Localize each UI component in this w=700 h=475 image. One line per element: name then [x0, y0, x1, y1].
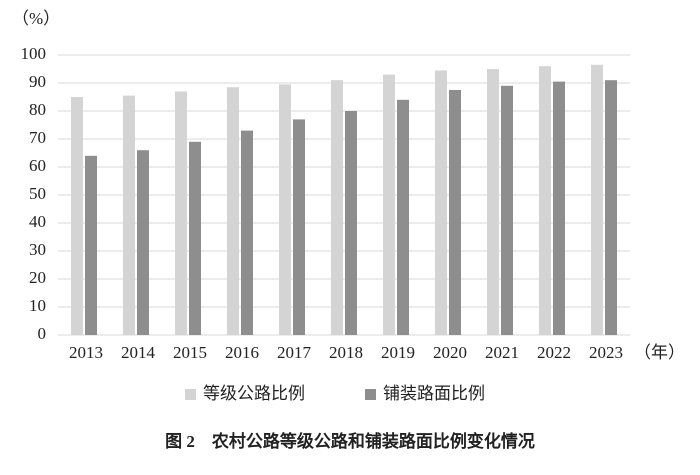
bar [137, 150, 149, 335]
bar [397, 99, 409, 335]
bar [383, 74, 395, 335]
y-tick-label: 20 [29, 268, 46, 287]
bar [227, 87, 239, 335]
y-tick-label: 80 [29, 100, 46, 119]
y-tick-label: 70 [29, 128, 46, 147]
bar [553, 81, 565, 335]
x-tick-label: 2019 [381, 343, 415, 362]
y-tick-label: 50 [29, 184, 46, 203]
bar [345, 111, 357, 335]
y-tick-label: 100 [21, 44, 47, 63]
x-tick-label: 2017 [277, 343, 312, 362]
bar [279, 84, 291, 336]
y-tick-label: 90 [29, 72, 46, 91]
x-tick-label: 2018 [329, 343, 363, 362]
y-tick-label: 40 [29, 212, 46, 231]
legend-swatch [365, 389, 376, 400]
bar [175, 91, 187, 336]
bar [189, 141, 201, 335]
x-tick-label: 2015 [173, 343, 207, 362]
bar [539, 66, 551, 335]
legend-label: 铺装路面比例 [383, 384, 485, 403]
x-tick-label: 2014 [121, 343, 156, 362]
x-tick-label: 2021 [485, 343, 519, 362]
x-tick-label: 2013 [69, 343, 103, 362]
chart-title: 图 2 农村公路等级公路和铺装路面比例变化情况 [165, 431, 535, 451]
y-tick-label: 60 [29, 156, 46, 175]
y-tick-label: 30 [29, 240, 46, 259]
bar [501, 85, 513, 335]
y-axis-label: （%） [12, 9, 60, 28]
bar [123, 95, 135, 335]
bar [241, 130, 253, 335]
bar [435, 70, 447, 336]
x-tick-label: 2023 [589, 343, 623, 362]
legend-label: 等级公路比例 [203, 384, 305, 403]
bar [331, 80, 343, 335]
bar [293, 119, 305, 336]
bar [605, 80, 617, 335]
x-axis-label: （年） [634, 343, 685, 362]
bar [85, 155, 97, 335]
x-tick-label: 2022 [537, 343, 571, 362]
y-tick-label: 0 [38, 324, 47, 343]
bar [71, 97, 83, 335]
bar [591, 64, 603, 336]
y-tick-label: 10 [29, 296, 46, 315]
x-tick-label: 2020 [433, 343, 467, 362]
bar [487, 69, 499, 335]
bar [449, 90, 461, 335]
x-tick-label: 2016 [225, 343, 259, 362]
legend-swatch [185, 389, 196, 400]
